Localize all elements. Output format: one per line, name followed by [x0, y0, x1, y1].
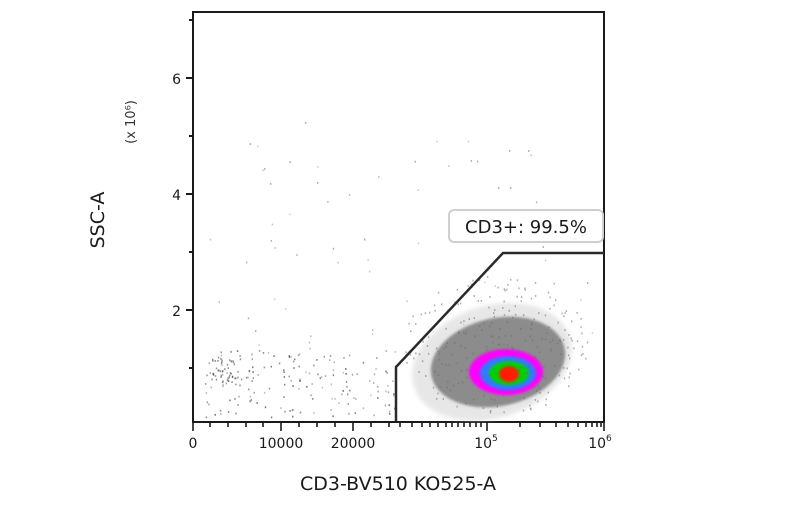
gate-label: CD3+: 99.5% — [448, 209, 604, 243]
x-axis — [192, 422, 605, 431]
y-tick-6: 6 — [172, 72, 181, 88]
density-red — [499, 366, 519, 382]
x-tick-0: 0 — [189, 436, 198, 452]
x-tick-1e5: 105 — [474, 434, 498, 452]
y-tick-4: 4 — [172, 188, 181, 204]
cd3-gate[interactable] — [394, 251, 604, 421]
y-tick-2: 2 — [172, 304, 181, 320]
population-scatter-specks — [405, 276, 589, 414]
x-tick-1e6: 106 — [588, 434, 612, 452]
main-population-density — [412, 303, 572, 421]
x-tick-10000: 10000 — [259, 436, 304, 452]
x-axis-title: CD3-BV510 KO525-A — [300, 473, 496, 495]
x-tick-20000: 20000 — [331, 436, 376, 452]
y-scale-note: (x 10⁶) — [124, 100, 139, 144]
y-axis-title: SSC-A — [87, 192, 109, 249]
gate-label-text: CD3+: 99.5% — [465, 217, 587, 238]
y-axis — [186, 19, 193, 369]
